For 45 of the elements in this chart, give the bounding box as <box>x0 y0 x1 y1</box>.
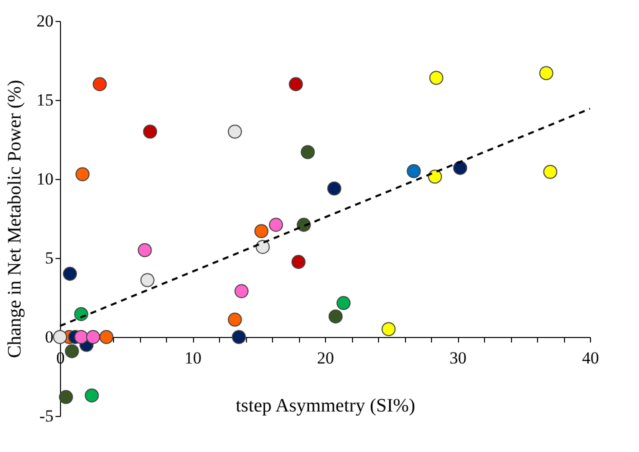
point <box>86 330 100 344</box>
y-axis-title: Change in Net Metabolic Power (%) <box>4 80 26 358</box>
point <box>539 66 554 80</box>
y-tick-label: 5 <box>45 248 54 268</box>
y-tick-label: 15 <box>36 90 54 110</box>
point <box>256 240 270 254</box>
point <box>543 164 558 179</box>
point <box>232 330 246 344</box>
point <box>76 167 90 182</box>
point <box>228 124 242 139</box>
point <box>428 170 442 184</box>
point <box>291 254 306 269</box>
point <box>143 124 158 139</box>
point <box>406 164 421 178</box>
x-tick-label: 40 <box>582 348 599 368</box>
point <box>328 309 343 324</box>
point <box>64 344 79 358</box>
y-tick-label: 0 <box>45 328 54 346</box>
point <box>140 273 154 288</box>
point <box>234 284 249 298</box>
point <box>74 330 88 344</box>
point <box>92 77 107 92</box>
point <box>58 390 73 404</box>
point <box>99 330 114 344</box>
point <box>327 181 342 196</box>
point <box>138 243 152 258</box>
point <box>254 224 268 238</box>
x-tick-label: 10 <box>184 348 202 368</box>
x-tick-label: 30 <box>450 348 466 368</box>
point <box>228 312 242 327</box>
point <box>429 70 444 85</box>
y-tick-label: -5 <box>39 406 54 426</box>
point <box>336 296 351 310</box>
point <box>382 322 396 336</box>
point <box>84 388 99 402</box>
x-tick-label: 20 <box>317 348 334 368</box>
point <box>288 77 303 92</box>
y-tick-label: 20 <box>36 12 54 30</box>
point <box>52 330 68 344</box>
y-tick-label: 10 <box>36 170 54 188</box>
point <box>268 218 283 232</box>
point <box>453 160 468 175</box>
point <box>62 266 77 281</box>
x-axis-title: tstep Asymmetry (SI%) <box>236 396 416 416</box>
point <box>300 145 315 160</box>
